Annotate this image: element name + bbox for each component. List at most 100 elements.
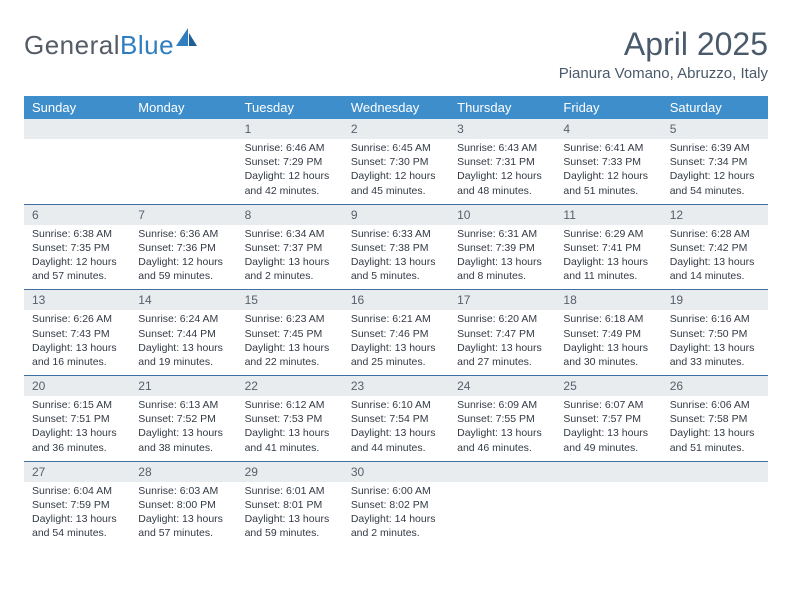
day-body: Sunrise: 6:38 AMSunset: 7:35 PMDaylight:… (24, 225, 130, 290)
day-body: Sunrise: 6:00 AMSunset: 8:02 PMDaylight:… (343, 482, 449, 547)
page-title: April 2025 (559, 26, 768, 63)
logo: GeneralBlue (24, 30, 198, 61)
dow-header: Thursday (449, 96, 555, 119)
calendar-cell: 29Sunrise: 6:01 AMSunset: 8:01 PMDayligh… (237, 461, 343, 546)
calendar-cell: 30Sunrise: 6:00 AMSunset: 8:02 PMDayligh… (343, 461, 449, 546)
title-block: April 2025 Pianura Vomano, Abruzzo, Ital… (559, 26, 768, 82)
page: GeneralBlue April 2025 Pianura Vomano, A… (0, 0, 792, 546)
day-number: 14 (130, 290, 236, 310)
calendar-cell: 16Sunrise: 6:21 AMSunset: 7:46 PMDayligh… (343, 290, 449, 376)
daylight-text: Daylight: 13 hours and 8 minutes. (457, 255, 547, 283)
day-body: Sunrise: 6:26 AMSunset: 7:43 PMDaylight:… (24, 310, 130, 375)
calendar-cell: 9Sunrise: 6:33 AMSunset: 7:38 PMDaylight… (343, 204, 449, 290)
day-number: 28 (130, 462, 236, 482)
sunset-text: Sunset: 7:31 PM (457, 155, 547, 169)
sunrise-text: Sunrise: 6:23 AM (245, 312, 335, 326)
location: Pianura Vomano, Abruzzo, Italy (559, 65, 768, 82)
sunset-text: Sunset: 7:41 PM (563, 241, 653, 255)
daylight-text: Daylight: 12 hours and 59 minutes. (138, 255, 228, 283)
daylight-text: Daylight: 13 hours and 30 minutes. (563, 341, 653, 369)
logo-sail-icon (176, 24, 198, 55)
sunrise-text: Sunrise: 6:39 AM (670, 141, 760, 155)
sunrise-text: Sunrise: 6:43 AM (457, 141, 547, 155)
day-body: Sunrise: 6:04 AMSunset: 7:59 PMDaylight:… (24, 482, 130, 547)
sunrise-text: Sunrise: 6:03 AM (138, 484, 228, 498)
daylight-text: Daylight: 13 hours and 46 minutes. (457, 426, 547, 454)
sunrise-text: Sunrise: 6:07 AM (563, 398, 653, 412)
day-body: Sunrise: 6:18 AMSunset: 7:49 PMDaylight:… (555, 310, 661, 375)
sunrise-text: Sunrise: 6:15 AM (32, 398, 122, 412)
calendar-cell: 14Sunrise: 6:24 AMSunset: 7:44 PMDayligh… (130, 290, 236, 376)
sunrise-text: Sunrise: 6:21 AM (351, 312, 441, 326)
sunrise-text: Sunrise: 6:16 AM (670, 312, 760, 326)
day-body: Sunrise: 6:24 AMSunset: 7:44 PMDaylight:… (130, 310, 236, 375)
calendar-cell: 5Sunrise: 6:39 AMSunset: 7:34 PMDaylight… (662, 119, 768, 204)
daylight-text: Daylight: 13 hours and 5 minutes. (351, 255, 441, 283)
calendar-cell: 17Sunrise: 6:20 AMSunset: 7:47 PMDayligh… (449, 290, 555, 376)
daylight-text: Daylight: 13 hours and 44 minutes. (351, 426, 441, 454)
daylight-text: Daylight: 13 hours and 36 minutes. (32, 426, 122, 454)
day-number: 10 (449, 205, 555, 225)
calendar-cell: 28Sunrise: 6:03 AMSunset: 8:00 PMDayligh… (130, 461, 236, 546)
calendar-head: SundayMondayTuesdayWednesdayThursdayFrid… (24, 96, 768, 119)
daylight-text: Daylight: 13 hours and 54 minutes. (32, 512, 122, 540)
day-body: Sunrise: 6:36 AMSunset: 7:36 PMDaylight:… (130, 225, 236, 290)
day-number: 27 (24, 462, 130, 482)
sunrise-text: Sunrise: 6:01 AM (245, 484, 335, 498)
day-number: 6 (24, 205, 130, 225)
dow-header: Sunday (24, 96, 130, 119)
day-body (449, 482, 555, 538)
day-body: Sunrise: 6:28 AMSunset: 7:42 PMDaylight:… (662, 225, 768, 290)
day-number: 29 (237, 462, 343, 482)
sunrise-text: Sunrise: 6:13 AM (138, 398, 228, 412)
calendar-row: 13Sunrise: 6:26 AMSunset: 7:43 PMDayligh… (24, 290, 768, 376)
daylight-text: Daylight: 13 hours and 19 minutes. (138, 341, 228, 369)
daylight-text: Daylight: 13 hours and 49 minutes. (563, 426, 653, 454)
sunset-text: Sunset: 7:47 PM (457, 327, 547, 341)
sunset-text: Sunset: 7:33 PM (563, 155, 653, 169)
sunrise-text: Sunrise: 6:36 AM (138, 227, 228, 241)
calendar-row: 20Sunrise: 6:15 AMSunset: 7:51 PMDayligh… (24, 376, 768, 462)
calendar-cell: 1Sunrise: 6:46 AMSunset: 7:29 PMDaylight… (237, 119, 343, 204)
day-body (24, 139, 130, 195)
day-number: 22 (237, 376, 343, 396)
calendar-cell: 4Sunrise: 6:41 AMSunset: 7:33 PMDaylight… (555, 119, 661, 204)
dow-header: Friday (555, 96, 661, 119)
sunset-text: Sunset: 7:38 PM (351, 241, 441, 255)
day-body: Sunrise: 6:41 AMSunset: 7:33 PMDaylight:… (555, 139, 661, 204)
sunrise-text: Sunrise: 6:04 AM (32, 484, 122, 498)
calendar-cell: 27Sunrise: 6:04 AMSunset: 7:59 PMDayligh… (24, 461, 130, 546)
sunrise-text: Sunrise: 6:20 AM (457, 312, 547, 326)
day-number: 15 (237, 290, 343, 310)
sunrise-text: Sunrise: 6:12 AM (245, 398, 335, 412)
daylight-text: Daylight: 13 hours and 33 minutes. (670, 341, 760, 369)
day-number: 2 (343, 119, 449, 139)
sunrise-text: Sunrise: 6:46 AM (245, 141, 335, 155)
calendar-cell: 21Sunrise: 6:13 AMSunset: 7:52 PMDayligh… (130, 376, 236, 462)
sunset-text: Sunset: 8:02 PM (351, 498, 441, 512)
sunrise-text: Sunrise: 6:29 AM (563, 227, 653, 241)
calendar-cell: 19Sunrise: 6:16 AMSunset: 7:50 PMDayligh… (662, 290, 768, 376)
day-body: Sunrise: 6:16 AMSunset: 7:50 PMDaylight:… (662, 310, 768, 375)
day-number: 8 (237, 205, 343, 225)
calendar-cell: . (555, 461, 661, 546)
day-body: Sunrise: 6:33 AMSunset: 7:38 PMDaylight:… (343, 225, 449, 290)
dow-header: Monday (130, 96, 236, 119)
daylight-text: Daylight: 13 hours and 14 minutes. (670, 255, 760, 283)
day-number: 25 (555, 376, 661, 396)
day-number: . (555, 462, 661, 482)
daylight-text: Daylight: 13 hours and 22 minutes. (245, 341, 335, 369)
day-body: Sunrise: 6:34 AMSunset: 7:37 PMDaylight:… (237, 225, 343, 290)
day-body: Sunrise: 6:43 AMSunset: 7:31 PMDaylight:… (449, 139, 555, 204)
day-body: Sunrise: 6:09 AMSunset: 7:55 PMDaylight:… (449, 396, 555, 461)
day-number: 23 (343, 376, 449, 396)
sunset-text: Sunset: 7:45 PM (245, 327, 335, 341)
sunrise-text: Sunrise: 6:10 AM (351, 398, 441, 412)
day-number: 13 (24, 290, 130, 310)
calendar-cell: 26Sunrise: 6:06 AMSunset: 7:58 PMDayligh… (662, 376, 768, 462)
daylight-text: Daylight: 12 hours and 51 minutes. (563, 169, 653, 197)
day-number: 11 (555, 205, 661, 225)
day-body (130, 139, 236, 195)
daylight-text: Daylight: 12 hours and 48 minutes. (457, 169, 547, 197)
sunset-text: Sunset: 7:57 PM (563, 412, 653, 426)
